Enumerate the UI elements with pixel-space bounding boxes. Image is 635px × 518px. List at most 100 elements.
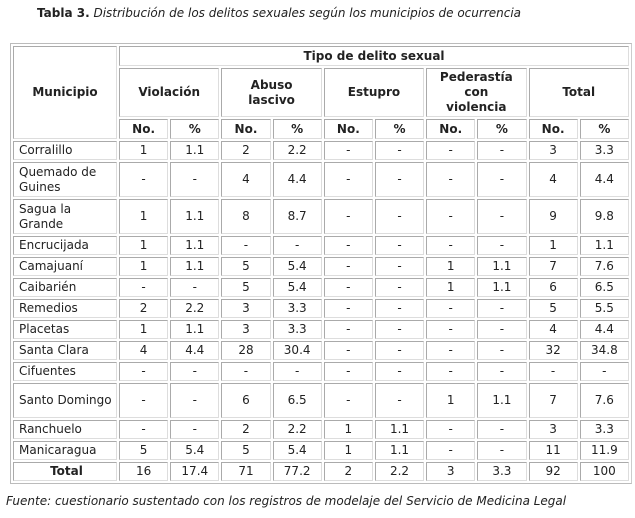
table-row: Ranchuelo - -2 2.2 1 1.1- -3 3.3	[13, 420, 629, 439]
sub-header: No.	[426, 119, 476, 139]
count-cell: -	[221, 362, 271, 381]
percent-cell: -	[374, 320, 425, 339]
count-cell: 1	[119, 141, 169, 160]
percent-cell: -	[477, 420, 527, 439]
percent-cell: 7.6	[579, 257, 629, 276]
count-cell: 6	[528, 278, 578, 297]
percent-cell: 1.1	[374, 420, 425, 439]
count-cell: 7	[528, 257, 578, 276]
count-cell: -	[119, 420, 169, 439]
table-row: Remedios 2 2.2 3 3.3- - - -5 5.5	[13, 299, 629, 318]
percent-cell: -	[477, 441, 527, 460]
count-cell: -	[323, 341, 373, 360]
count-cell: -	[426, 320, 476, 339]
percent-cell: -	[374, 299, 425, 318]
total-row: Total 16 17.4 71 77.2 2 2.2 3 3.3 92 100	[13, 462, 629, 481]
count-cell: 1	[119, 320, 169, 339]
count-cell: 1	[323, 420, 373, 439]
sub-header: %	[579, 119, 629, 139]
count-cell: -	[323, 278, 373, 297]
category-header: Total	[528, 68, 629, 117]
percent-cell: -	[170, 278, 220, 297]
sub-header: %	[170, 119, 220, 139]
percent-cell: 5.4	[170, 441, 220, 460]
count-cell: -	[119, 383, 169, 418]
count-cell: 5	[221, 441, 271, 460]
municipio-cell: Sagua la Grande	[13, 199, 117, 234]
count-cell: 1	[119, 257, 169, 276]
percent-cell: -	[477, 236, 527, 255]
count-cell: -	[119, 362, 169, 381]
count-cell: 4	[221, 162, 271, 197]
count-cell: 4	[119, 341, 169, 360]
count-cell: 3	[426, 462, 476, 481]
table-row: Encrucijada 1 1.1- - - - - -1 1.1	[13, 236, 629, 255]
percent-cell: 3.3	[579, 141, 629, 160]
count-cell: -	[323, 141, 373, 160]
municipio-cell: Total	[13, 462, 117, 481]
table-row: Sagua la Grande 1 1.1 8 8.7- - - -9 9.8	[13, 199, 629, 234]
percent-cell: -	[477, 341, 527, 360]
count-cell: 1	[426, 257, 476, 276]
percent-cell: 4.4	[579, 162, 629, 197]
count-cell: 3	[221, 320, 271, 339]
percent-cell: 3.3	[272, 320, 322, 339]
count-cell: 1	[426, 278, 476, 297]
sub-header: %	[374, 119, 425, 139]
percent-cell: 1.1	[477, 278, 527, 297]
count-cell: -	[426, 162, 476, 197]
percent-cell: 1.1	[579, 236, 629, 255]
percent-cell: -	[170, 420, 220, 439]
percent-cell: -	[170, 383, 220, 418]
percent-cell: 1.1	[374, 441, 425, 460]
count-cell: -	[426, 141, 476, 160]
count-cell: -	[426, 199, 476, 234]
percent-cell: -	[374, 341, 425, 360]
category-header: Pederastía con violencia	[426, 68, 527, 117]
count-cell: -	[528, 362, 578, 381]
percent-cell: 6.5	[579, 278, 629, 297]
count-cell: 3	[221, 299, 271, 318]
count-cell: 1	[119, 199, 169, 234]
percent-cell: 1.1	[170, 199, 220, 234]
data-table: Municipio Tipo de delito sexual Violació…	[11, 44, 631, 483]
percent-cell: 30.4	[272, 341, 322, 360]
caption-label: Tabla 3.	[37, 6, 90, 20]
group-header: Tipo de delito sexual	[119, 46, 629, 66]
count-cell: 4	[528, 162, 578, 197]
table-row: Santo Domingo - -6 6.5- -1 1.1 7 7.6	[13, 383, 629, 418]
count-cell: -	[426, 299, 476, 318]
municipio-cell: Encrucijada	[13, 236, 117, 255]
percent-cell: -	[374, 162, 425, 197]
percent-cell: -	[374, 362, 425, 381]
count-cell: 2	[221, 420, 271, 439]
percent-cell: 100	[579, 462, 629, 481]
percent-cell: 34.8	[579, 341, 629, 360]
percent-cell: -	[477, 362, 527, 381]
count-cell: -	[426, 341, 476, 360]
percent-cell: 4.4	[579, 320, 629, 339]
percent-cell: -	[477, 199, 527, 234]
count-cell: 5	[221, 278, 271, 297]
sub-header: %	[477, 119, 527, 139]
count-cell: 11	[528, 441, 578, 460]
count-cell: 2	[119, 299, 169, 318]
count-cell: -	[426, 236, 476, 255]
category-header: Abuso lascivo	[221, 68, 322, 117]
percent-cell: 2.2	[374, 462, 425, 481]
percent-cell: -	[374, 236, 425, 255]
municipio-cell: Santa Clara	[13, 341, 117, 360]
count-cell: -	[323, 199, 373, 234]
sub-header: No.	[221, 119, 271, 139]
percent-cell: 1.1	[170, 236, 220, 255]
percent-cell: -	[374, 278, 425, 297]
municipio-cell: Caibarién	[13, 278, 117, 297]
municipio-cell: Ranchuelo	[13, 420, 117, 439]
sub-header: No.	[528, 119, 578, 139]
municipio-cell: Remedios	[13, 299, 117, 318]
table-row: Placetas 1 1.1 3 3.3- - - -4 4.4	[13, 320, 629, 339]
count-cell: -	[119, 162, 169, 197]
table-row: Manicaragua 5 5.4 5 5.4 1 1.1- -11 11.9	[13, 441, 629, 460]
count-cell: 32	[528, 341, 578, 360]
municipio-cell: Placetas	[13, 320, 117, 339]
